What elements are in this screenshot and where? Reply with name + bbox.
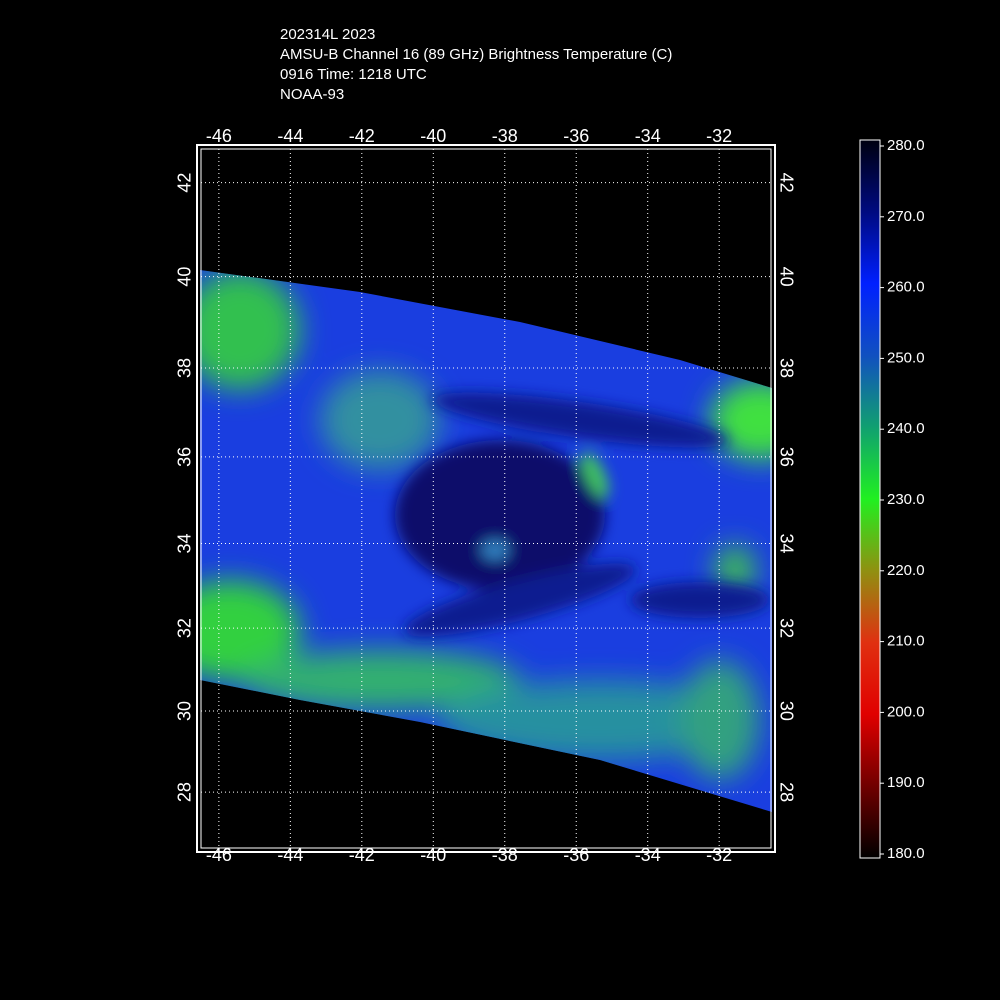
y-tick-label: 32 (175, 618, 195, 638)
y-tick-label: 30 (175, 701, 195, 721)
y-tick-label: 40 (776, 267, 796, 287)
y-tick-label: 36 (175, 447, 195, 467)
y-tick-label: 42 (175, 173, 195, 193)
x-tick-label: -42 (349, 126, 375, 146)
x-tick-label: -46 (206, 845, 232, 865)
x-tick-label: -38 (492, 845, 518, 865)
colorbar-label: 250.0 (887, 349, 925, 366)
x-tick-label: -44 (277, 126, 303, 146)
x-tick-label: -36 (563, 845, 589, 865)
x-tick-label: -40 (420, 126, 446, 146)
colorbar-label: 210.0 (887, 633, 925, 650)
y-tick-label: 36 (776, 447, 796, 467)
colorbar-label: 270.0 (887, 208, 925, 225)
title-line: AMSU-B Channel 16 (89 GHz) Brightness Te… (280, 46, 672, 63)
map-frame (196, 144, 776, 853)
title-line: 202314L 2023 (280, 26, 375, 43)
colorbar-label: 280.0 (887, 137, 925, 154)
y-tick-label: 30 (776, 701, 796, 721)
x-tick-label: -32 (706, 126, 732, 146)
colorbar (859, 139, 881, 859)
x-tick-label: -38 (492, 126, 518, 146)
y-tick-label: 38 (776, 358, 796, 378)
colorbar-label: 220.0 (887, 562, 925, 579)
y-tick-label: 34 (175, 533, 195, 553)
y-tick-label: 40 (175, 267, 195, 287)
satellite-swath (200, 270, 772, 812)
y-tick-label: 32 (776, 618, 796, 638)
x-tick-label: -34 (635, 126, 661, 146)
y-tick-label: 34 (776, 533, 796, 553)
colorbar-label: 190.0 (887, 774, 925, 791)
y-tick-label: 38 (175, 358, 195, 378)
colorbar-label: 240.0 (887, 420, 925, 437)
y-tick-label: 42 (776, 173, 796, 193)
y-tick-label: 28 (175, 782, 195, 802)
colorbar-label: 230.0 (887, 491, 925, 508)
x-tick-label: -44 (277, 845, 303, 865)
colorbar-label: 180.0 (887, 845, 925, 862)
x-tick-label: -34 (635, 845, 661, 865)
x-tick-label: -46 (206, 126, 232, 146)
title-line: NOAA-93 (280, 86, 344, 103)
colorbar-label: 200.0 (887, 703, 925, 720)
x-tick-label: -32 (706, 845, 732, 865)
x-tick-label: -36 (563, 126, 589, 146)
colorbar-label: 260.0 (887, 279, 925, 296)
y-tick-label: 28 (776, 782, 796, 802)
x-tick-label: -40 (420, 845, 446, 865)
x-tick-label: -42 (349, 845, 375, 865)
title-line: 0916 Time: 1218 UTC (280, 66, 427, 83)
map-frame-inner (200, 148, 772, 849)
